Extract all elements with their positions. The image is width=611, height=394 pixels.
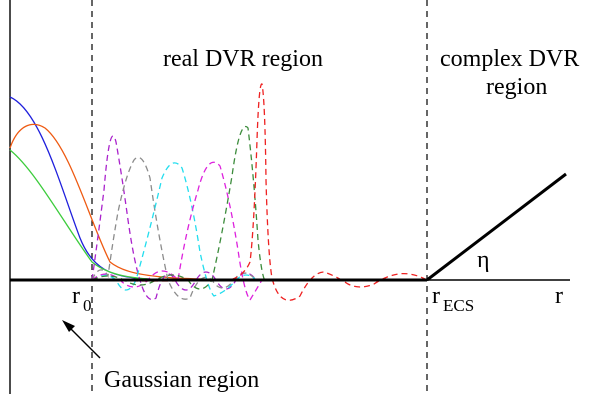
r0-label-sub: 0 bbox=[83, 296, 92, 315]
r0-label-main: r bbox=[72, 283, 80, 309]
complex-rotated-axis bbox=[426, 172, 567, 282]
dvr-function-red bbox=[91, 83, 428, 301]
recs-label-sub: ECS bbox=[443, 296, 474, 315]
recs-label-main: r bbox=[432, 283, 440, 309]
dvr-function-gray bbox=[91, 156, 257, 300]
dvr-function-cyan bbox=[91, 162, 257, 297]
gaussian-green-curve bbox=[9, 149, 171, 281]
gaussian-arrow-head bbox=[62, 320, 75, 332]
dvr-function-darkgreen bbox=[91, 125, 267, 290]
r-axis-label: r bbox=[555, 283, 563, 309]
complex-dvr-region-label-line1: complex DVR bbox=[440, 46, 579, 72]
gaussian-region-label: Gaussian region bbox=[104, 367, 259, 393]
gaussian-orange-curve bbox=[9, 123, 291, 281]
dvr-function-purple bbox=[91, 135, 257, 301]
dvr-function-magenta bbox=[91, 161, 263, 302]
complex-dvr-region-label-line2: region bbox=[486, 74, 547, 100]
gaussian-arrow-line bbox=[67, 325, 101, 359]
real-dvr-region-label: real DVR region bbox=[163, 46, 323, 72]
eta-label: η bbox=[477, 247, 490, 273]
